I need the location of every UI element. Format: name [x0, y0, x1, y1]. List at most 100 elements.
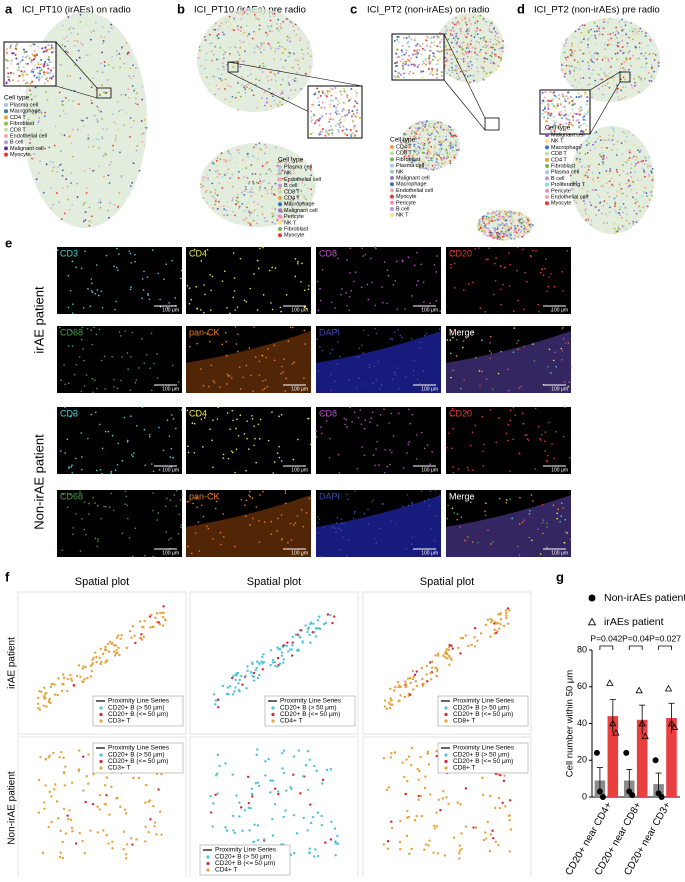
signal-dot — [286, 294, 288, 296]
spatial-dot — [444, 656, 446, 658]
legend-swatch — [4, 109, 8, 113]
cell-dot — [625, 96, 627, 98]
cell-dot — [598, 88, 600, 90]
signal-dot — [304, 343, 306, 345]
spatial-dot — [384, 699, 386, 701]
cell-dot — [253, 183, 255, 185]
cell-dot — [506, 215, 508, 217]
spatial-dot — [63, 808, 65, 810]
cell-dot — [587, 165, 589, 167]
cell-dot — [603, 200, 605, 202]
signal-dot — [199, 550, 201, 552]
legend-label: Malignant cell — [551, 132, 585, 138]
signal-dot — [79, 356, 81, 358]
spatial-dot — [232, 675, 234, 677]
inset-dot — [432, 74, 434, 76]
signal-dot — [562, 350, 564, 352]
cell-dot — [438, 155, 440, 157]
cell-dot — [270, 71, 272, 73]
cell-dot — [221, 23, 223, 25]
cell-dot — [530, 223, 532, 225]
signal-dot — [523, 309, 525, 311]
cell-dot — [239, 47, 241, 49]
cell-dot — [428, 145, 430, 147]
signal-dot — [522, 249, 524, 251]
cell-dot — [430, 146, 432, 148]
cell-dot — [440, 145, 442, 147]
cell-dot — [264, 187, 266, 189]
cell-dot — [497, 238, 499, 240]
signal-dot — [446, 447, 448, 449]
signal-dot — [272, 472, 274, 474]
spatial-dot — [257, 824, 259, 826]
signal-dot — [348, 379, 350, 381]
spatial-dot — [244, 809, 246, 811]
signal-dot — [532, 500, 534, 502]
signal-dot — [519, 497, 521, 499]
cell-dot — [472, 75, 474, 77]
cell-dot — [33, 153, 35, 155]
cell-dot — [115, 123, 117, 125]
inset-dot — [46, 63, 48, 65]
cell-dot — [581, 32, 583, 34]
cell-dot — [59, 64, 61, 66]
inset-dot — [318, 104, 320, 106]
cell-dot — [288, 52, 290, 54]
spatial-dot — [91, 659, 93, 661]
cell-dot — [253, 31, 255, 33]
inset-dot — [36, 67, 38, 69]
cell-dot — [597, 138, 599, 140]
inset-dot — [414, 39, 416, 41]
cell-dot — [286, 18, 288, 20]
cell-dot — [578, 49, 580, 51]
inset-dot — [543, 116, 545, 118]
signal-dot — [401, 337, 403, 339]
cell-dot — [88, 146, 90, 148]
cell-dot — [276, 166, 278, 168]
cell-dot — [614, 201, 616, 203]
cell-dot — [625, 91, 627, 93]
cell-dot — [217, 176, 219, 178]
cell-dot — [500, 59, 502, 61]
legend-swatch — [390, 151, 394, 155]
cell-dot — [624, 133, 626, 135]
signal-dot — [346, 259, 348, 261]
signal-dot — [105, 506, 107, 508]
cell-dot — [287, 56, 289, 58]
signal-dot — [411, 543, 413, 545]
cell-dot — [259, 24, 261, 26]
cell-dot — [223, 57, 225, 59]
cell-dot — [74, 45, 76, 47]
inset-dot — [349, 99, 351, 101]
signal-dot — [330, 352, 332, 354]
inset-dot — [331, 134, 333, 136]
cell-dot — [455, 33, 457, 35]
spatial-dot — [99, 794, 101, 796]
inset-dot — [422, 77, 424, 79]
inset-dot — [354, 100, 356, 102]
cell-dot — [647, 45, 649, 47]
signal-dot — [210, 309, 212, 311]
signal-dot — [349, 309, 351, 311]
cell-dot — [261, 43, 263, 45]
cell-dot — [266, 161, 268, 163]
spatial-dot — [306, 631, 308, 633]
signal-dot — [330, 389, 332, 391]
inset-dot — [578, 125, 580, 127]
cell-dot — [651, 172, 653, 174]
signal-dot — [420, 264, 422, 266]
cell-dot — [245, 206, 247, 208]
cell-dot — [211, 50, 213, 52]
signal-dot — [143, 271, 145, 273]
inset-dot — [335, 125, 337, 127]
inset-dot — [433, 53, 435, 55]
cell-dot — [106, 128, 108, 130]
inset-dot — [325, 129, 327, 131]
inset-dot — [400, 60, 402, 62]
signal-dot — [297, 439, 299, 441]
signal-dot — [382, 302, 384, 304]
signal-dot — [374, 537, 376, 539]
spatial-dot — [429, 672, 431, 674]
signal-dot — [196, 343, 198, 345]
cell-dot — [505, 227, 507, 229]
